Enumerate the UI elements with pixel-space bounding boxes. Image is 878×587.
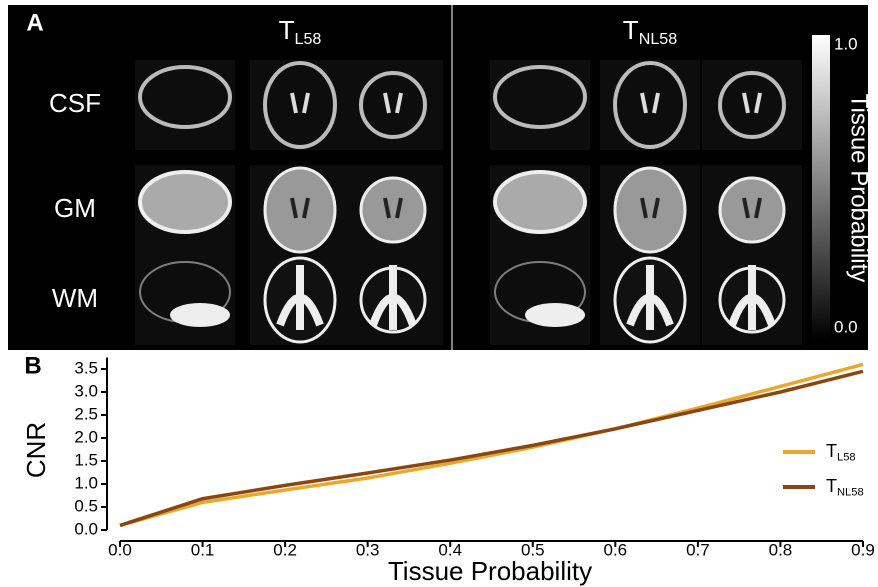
brain-slice [359, 71, 427, 139]
column-header-main: T [279, 15, 295, 45]
row-label: GM [54, 193, 96, 223]
slice-background [490, 60, 590, 150]
row-label: CSF [49, 88, 101, 118]
brain-slice-detail [369, 265, 417, 330]
legend-label-subscript: NL58 [837, 486, 864, 498]
brain-slice-detail [525, 303, 585, 327]
slice-background [135, 255, 235, 345]
x-tick-label: 0.7 [686, 540, 710, 559]
brain-slice [263, 166, 337, 254]
colorbar-title: Tissue Probability [846, 94, 873, 283]
legend-label-subscript: L58 [837, 451, 856, 463]
legend-label-main: T [826, 476, 837, 496]
colorbar [812, 35, 830, 340]
brain-slice [493, 170, 587, 234]
brain-slice-detail [626, 265, 674, 330]
x-tick-label: 0.6 [604, 540, 628, 559]
brain-slice [718, 71, 786, 139]
series-line [119, 362, 864, 528]
y-tick-label: 0.5 [74, 496, 98, 515]
x-tick-label: 0.1 [191, 540, 215, 559]
brain-slice-detail [742, 92, 762, 114]
brain-slice [263, 61, 337, 149]
panel-label: B [24, 352, 41, 379]
brain-slice-detail [383, 92, 403, 114]
x-tick-label: 0.5 [521, 540, 545, 559]
x-tick-label: 0.8 [769, 540, 793, 559]
column-header-subscript: NL58 [639, 30, 678, 48]
brain-slice-detail [640, 92, 660, 114]
x-axis-label: Tissue Probability [388, 556, 592, 586]
slice-background [135, 60, 235, 150]
brain-slice [493, 65, 587, 129]
legend-label: TNL58 [826, 476, 864, 499]
colorbar-tick-label: 0.0 [834, 317, 858, 336]
slice-background [490, 255, 590, 345]
column-header: TL58 [279, 15, 322, 48]
x-tick-label: 0.4 [438, 540, 462, 559]
y-tick-label: 3.5 [74, 358, 98, 377]
y-axis-label: CNR [21, 422, 51, 478]
series-line [119, 369, 864, 528]
x-tick-label: 0.2 [273, 540, 297, 559]
y-tick-label: 1.5 [74, 450, 98, 469]
brain-slice [138, 65, 232, 129]
x-tick-label: 0.9 [851, 540, 875, 559]
brain-slice [613, 61, 687, 149]
legend-label: TL58 [826, 441, 856, 464]
brain-slice-detail [170, 303, 230, 327]
column-header-subscript: L58 [295, 30, 322, 48]
y-tick-label: 3.0 [74, 381, 98, 400]
brain-slice [718, 176, 786, 244]
brain-slice-detail [742, 197, 762, 219]
brain-slice-detail [276, 265, 324, 330]
y-tick-label: 0.0 [74, 519, 98, 538]
legend-label-main: T [826, 441, 837, 461]
brain-slice-detail [640, 197, 660, 219]
column-header-main: T [623, 15, 639, 45]
brain-slice [613, 166, 687, 254]
brain-slice-detail [728, 265, 776, 330]
x-tick-label: 0.0 [108, 540, 132, 559]
brain-slice-detail [290, 92, 310, 114]
y-tick-label: 2.5 [74, 404, 98, 423]
colorbar-tick-label: 1.0 [834, 34, 858, 53]
y-tick-label: 1.0 [74, 473, 98, 492]
panel-label: A [26, 9, 43, 36]
brain-slice [138, 170, 232, 234]
brain-slice [359, 176, 427, 244]
row-label: WM [52, 283, 98, 313]
x-tick-label: 0.3 [356, 540, 380, 559]
y-tick-label: 2.0 [74, 427, 98, 446]
column-header: TNL58 [623, 15, 677, 48]
brain-slice-detail [290, 197, 310, 219]
brain-slice-detail [383, 197, 403, 219]
